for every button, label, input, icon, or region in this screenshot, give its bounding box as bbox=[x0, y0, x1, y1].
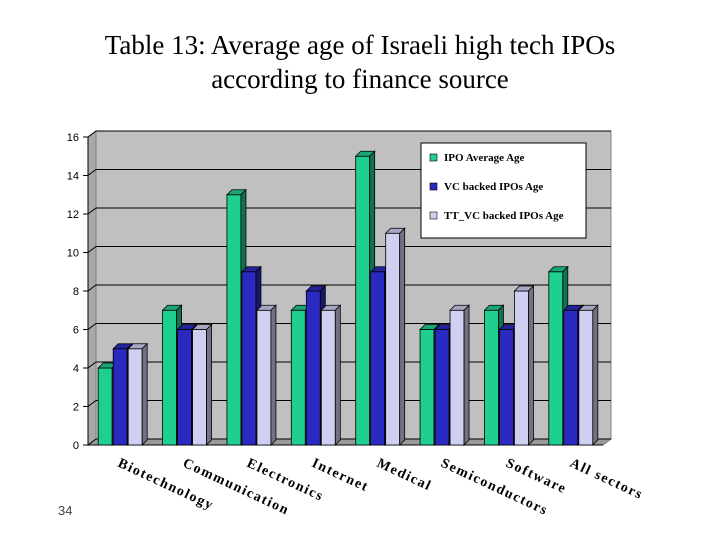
y-tick-label: 12 bbox=[67, 209, 79, 221]
bar-side bbox=[334, 304, 341, 446]
gridline bbox=[87, 246, 611, 253]
bar-ttvc-1 bbox=[191, 323, 213, 446]
bar-ttvc-4 bbox=[384, 227, 406, 446]
bar-ttvc-5 bbox=[449, 304, 471, 446]
bar-ttvc-0 bbox=[127, 342, 149, 446]
bar-side bbox=[206, 323, 212, 446]
bar-front bbox=[385, 232, 401, 446]
y-tick-label: 4 bbox=[73, 363, 79, 375]
bar-front bbox=[514, 290, 529, 446]
y-tick-label: 0 bbox=[73, 440, 79, 452]
bar-ttvc-6 bbox=[513, 285, 535, 446]
title-line-2: according to finance source bbox=[211, 64, 509, 94]
legend-label-ttvc: TT_VC backed IPOs Age bbox=[444, 210, 564, 222]
bar-front bbox=[177, 329, 192, 446]
bar-ttvc-2 bbox=[255, 304, 277, 446]
bar-front bbox=[563, 309, 579, 446]
bar-front bbox=[484, 309, 499, 446]
bar-front bbox=[548, 271, 564, 446]
x-tick-label: Medical bbox=[374, 456, 434, 494]
bar-front bbox=[127, 348, 143, 446]
bar-front bbox=[97, 367, 113, 446]
bar-side bbox=[592, 304, 599, 446]
bar-front bbox=[112, 348, 128, 446]
bar-front bbox=[449, 309, 465, 446]
bar-front bbox=[290, 309, 306, 446]
bar-ttvc-7 bbox=[577, 304, 599, 446]
x-tick-label: Semiconductors bbox=[438, 456, 550, 519]
bar-front bbox=[256, 309, 272, 446]
legend-swatch-ttvc bbox=[429, 211, 438, 220]
bar-front bbox=[226, 194, 242, 446]
bar-front bbox=[370, 271, 386, 446]
legend-label-ipo: IPO Average Age bbox=[444, 152, 525, 164]
chart-title: Table 13: Average age of Israeli high te… bbox=[0, 28, 720, 96]
bar-ttvc-3 bbox=[320, 304, 342, 446]
page-number: 34 bbox=[58, 503, 73, 518]
bar-front bbox=[241, 271, 257, 446]
bar-front bbox=[434, 329, 450, 446]
bar-side bbox=[528, 285, 534, 446]
bar-front bbox=[305, 290, 321, 446]
legend-swatch-ipo bbox=[429, 153, 438, 162]
y-tick-label: 16 bbox=[67, 132, 79, 144]
y-tick-label: 2 bbox=[73, 402, 79, 414]
gridline bbox=[87, 284, 611, 292]
bar-side bbox=[463, 304, 470, 446]
bar-side bbox=[141, 342, 148, 446]
bar-front bbox=[578, 309, 594, 446]
legend-swatch-vc bbox=[429, 182, 438, 191]
bar-front bbox=[419, 329, 435, 446]
y-tick-label: 14 bbox=[67, 171, 79, 183]
legend bbox=[420, 142, 587, 239]
x-tick-label: Communication bbox=[180, 456, 291, 519]
y-tick-label: 8 bbox=[73, 286, 79, 298]
gridline bbox=[87, 130, 611, 138]
legend-label-vc: VC backed IPOs Age bbox=[444, 181, 543, 193]
gridline bbox=[87, 323, 611, 330]
x-tick-label: All sectors bbox=[567, 456, 645, 503]
y-tick-label: 6 bbox=[73, 325, 79, 337]
bar-front bbox=[162, 309, 177, 446]
bar-side bbox=[270, 304, 277, 446]
bar-front bbox=[192, 329, 207, 446]
bar-front bbox=[499, 329, 514, 446]
bar-front bbox=[355, 155, 371, 446]
bar-side bbox=[399, 227, 406, 446]
title-line-1: Table 13: Average age of Israeli high te… bbox=[104, 30, 616, 60]
y-tick-label: 10 bbox=[67, 248, 79, 260]
bar-front bbox=[320, 309, 336, 446]
